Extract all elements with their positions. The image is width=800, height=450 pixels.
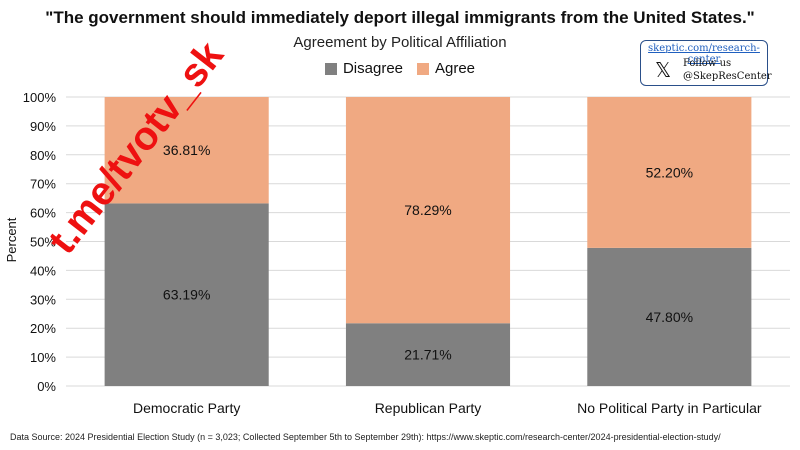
y-tick-label: 10%: [30, 350, 56, 365]
y-tick-label: 60%: [30, 206, 56, 221]
y-axis-label: Percent: [4, 217, 19, 262]
chart-subtitle: Agreement by Political Affiliation: [293, 34, 507, 51]
y-tick-label: 30%: [30, 292, 56, 307]
bar-disagree-3: [587, 247, 752, 386]
y-axis-ticks: 0% 10% 20% 30% 40% 50% 60% 70% 80% 90% 100%: [23, 90, 57, 394]
stacked-bar-chart: 63.19% 36.81% 21.71% 78.29% 47.80% 52.20% 0% 1…: [4, 90, 790, 416]
x-tick-label: No Political Party in Particular: [577, 400, 762, 416]
legend-swatch-agree: [417, 62, 429, 75]
y-tick-label: 50%: [30, 235, 56, 250]
x-tick-label: Democratic Party: [133, 400, 240, 416]
y-tick-label: 20%: [30, 321, 56, 336]
badge-url-link[interactable]: skeptic.com/research-center: [648, 43, 760, 65]
x-logo-icon: 𝕏: [655, 58, 672, 82]
x-axis-ticks: Democratic Party Republican Party No Polit…: [133, 400, 762, 416]
y-tick-label: 100%: [23, 90, 57, 105]
y-tick-label: 0%: [37, 379, 56, 394]
bar-agree-2: [345, 97, 511, 324]
y-tick-label: 40%: [30, 263, 56, 278]
data-label-disagree-2: 21.71%: [404, 347, 451, 363]
legend-swatch-disagree: [324, 62, 337, 75]
y-tick-label: 80%: [30, 148, 56, 163]
legend: Disagree Agree: [0, 60, 800, 77]
data-label-agree-3: 52.20%: [646, 164, 693, 180]
badge-follow-label: Follow us: [683, 58, 732, 69]
legend-label-agree: Agree: [435, 60, 476, 77]
social-badge: skeptic.com/research-center 𝕏 Follow us …: [640, 40, 772, 86]
y-tick-label: 90%: [30, 119, 56, 134]
x-tick-label: Republican Party: [375, 400, 482, 416]
bar-agree-1: [104, 97, 269, 204]
data-label-agree-1: 36.81%: [163, 142, 210, 158]
legend-item-agree: Agree: [417, 60, 475, 77]
data-label-disagree-1: 63.19%: [163, 287, 210, 303]
data-label-agree-2: 78.29%: [404, 202, 451, 218]
legend-item-disagree: Disagree: [324, 60, 403, 77]
data-source-footnote: Data Source: 2024 Presidential Election …: [10, 432, 721, 442]
chart-title: "The government should immediately depor…: [45, 8, 755, 27]
y-tick-label: 70%: [30, 177, 56, 192]
bar-agree-3: [587, 97, 752, 248]
data-label-disagree-3: 47.80%: [646, 309, 693, 325]
bar-disagree-2: [345, 323, 511, 386]
badge-handle: @SkepResCenter: [683, 71, 772, 82]
bar-disagree-1: [104, 203, 269, 386]
bars: 63.19% 36.81% 21.71% 78.29% 47.80% 52.20%: [104, 97, 752, 386]
legend-label-disagree: Disagree: [342, 60, 403, 77]
